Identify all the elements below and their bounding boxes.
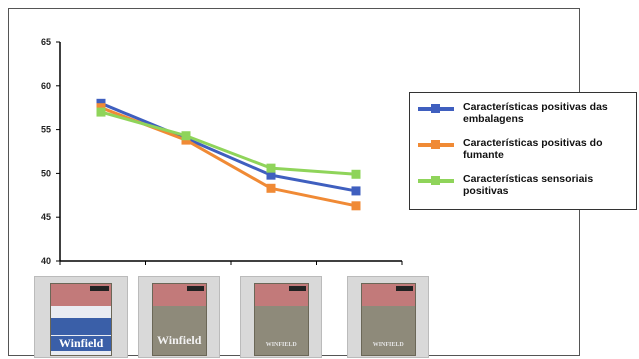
pack-box: Winfield xyxy=(49,283,113,356)
data-point-s2-3 xyxy=(266,183,276,193)
y-tick-label: 45 xyxy=(41,212,51,222)
chart-series xyxy=(96,98,361,211)
health-warning xyxy=(152,284,206,306)
data-point-s3-4 xyxy=(351,169,361,179)
series-line-1 xyxy=(100,101,357,193)
legend-label-2: Características positivas do fumante xyxy=(463,137,603,161)
legend-swatch-1 xyxy=(418,104,454,113)
pack-brand-label: WINFIELD xyxy=(265,341,297,348)
pack-box: WINFIELD xyxy=(360,283,416,356)
legend-swatch-3 xyxy=(418,176,454,185)
health-warning xyxy=(50,284,112,306)
pack-box: Winfield xyxy=(151,283,207,356)
legend-swatch-2 xyxy=(418,140,454,149)
y-tick-label: 60 xyxy=(41,81,51,91)
pack-box: WINFIELD xyxy=(253,283,309,356)
chart-legend: Características positivas das embalagens… xyxy=(409,92,637,210)
series-line-3 xyxy=(100,110,357,176)
health-warning xyxy=(361,284,415,306)
data-point-s2-4 xyxy=(351,201,361,211)
cigarette-pack-4-image: WINFIELD xyxy=(347,276,429,358)
cigarette-pack-2-image: Winfield xyxy=(138,276,220,358)
chart-axes: 40 45 50 55 60 65 xyxy=(41,37,403,266)
y-tick-label: 65 xyxy=(41,37,51,47)
pack-brand-label: Winfield xyxy=(50,335,112,351)
cigarette-pack-1-image: Winfield xyxy=(34,276,128,358)
data-point-s3-1 xyxy=(96,107,106,117)
data-point-s3-2 xyxy=(181,131,191,141)
cigarette-pack-3-image: WINFIELD xyxy=(240,276,322,358)
legend-label-1: Características positivas das embalagens xyxy=(463,101,608,125)
health-warning xyxy=(254,284,308,306)
legend-label-3: Características sensoriais positivas xyxy=(463,173,594,197)
y-tick-label: 50 xyxy=(41,168,51,178)
data-point-s1-3 xyxy=(266,170,276,180)
y-tick-label: 55 xyxy=(41,125,51,135)
y-tick-label: 40 xyxy=(41,256,51,266)
pack-brand-label: Winfield xyxy=(156,332,202,347)
data-point-s1-4 xyxy=(351,186,361,196)
data-point-s3-3 xyxy=(266,163,276,173)
pack-blue-band xyxy=(50,318,112,336)
pack-brand-label: WINFIELD xyxy=(372,341,404,348)
